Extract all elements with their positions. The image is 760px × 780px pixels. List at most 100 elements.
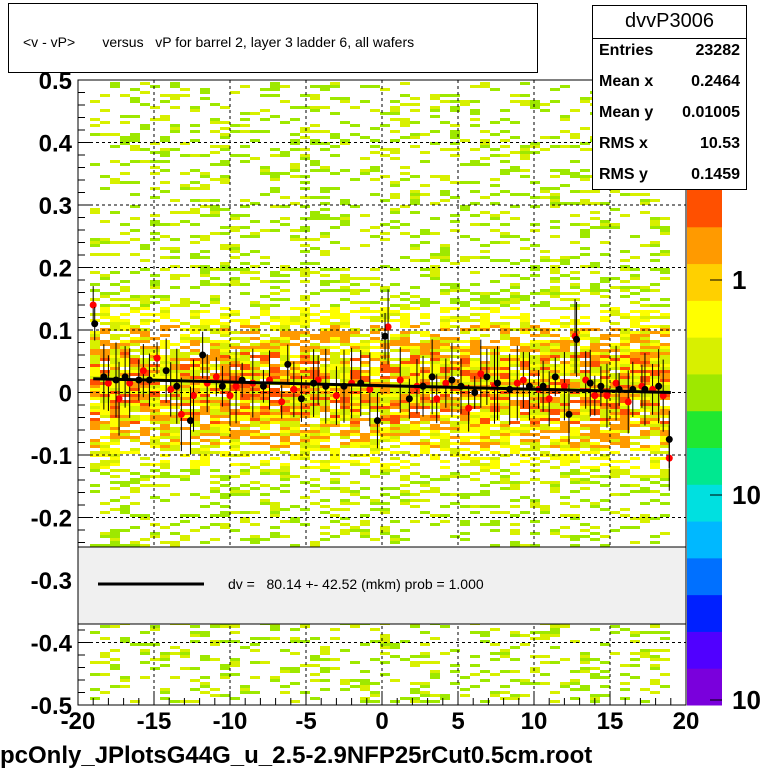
heatmap-cell — [160, 256, 170, 259]
heatmap-cell — [190, 349, 200, 352]
heatmap-cell — [440, 520, 450, 523]
heatmap-cell — [150, 385, 160, 388]
heatmap-cell — [390, 397, 400, 400]
heatmap-cell — [190, 241, 200, 244]
heatmap-cell — [110, 442, 120, 445]
heatmap-cell — [190, 256, 200, 259]
heatmap-cell — [110, 535, 120, 538]
heatmap-cell — [220, 433, 230, 436]
heatmap-cell — [90, 451, 100, 454]
heatmap-cell — [230, 319, 240, 322]
heatmap-cell — [500, 478, 510, 481]
heatmap-cell — [270, 355, 280, 358]
heatmap-cell — [210, 427, 220, 430]
heatmap-cell — [130, 370, 140, 373]
heatmap-cell — [390, 304, 400, 307]
heatmap-cell — [420, 361, 430, 364]
heatmap-cell — [640, 346, 650, 349]
heatmap-cell — [160, 346, 170, 349]
heatmap-cell — [470, 283, 480, 286]
heatmap-cell — [540, 373, 550, 376]
heatmap-cell — [310, 466, 320, 469]
heatmap-cell — [630, 193, 640, 196]
heatmap-cell — [320, 331, 330, 334]
heatmap-cell — [100, 187, 110, 190]
heatmap-cell — [370, 430, 380, 433]
heatmap-cell — [400, 298, 410, 301]
heatmap-cell — [430, 334, 440, 337]
heatmap-cell — [470, 472, 480, 475]
heatmap-cell — [520, 151, 530, 154]
color-palette — [687, 190, 722, 706]
heatmap-cell — [340, 142, 350, 145]
profile-marker — [433, 395, 441, 403]
heatmap-cell — [240, 454, 250, 457]
heatmap-cell — [230, 331, 240, 334]
heatmap-cell — [120, 343, 130, 346]
heatmap-cell — [340, 472, 350, 475]
heatmap-cell — [100, 364, 110, 367]
heatmap-cell — [470, 370, 480, 373]
heatmap-cell — [110, 241, 120, 244]
heatmap-cell — [520, 400, 530, 403]
heatmap-cell — [230, 346, 240, 349]
heatmap-cell — [430, 142, 440, 145]
heatmap-cell — [170, 493, 180, 496]
x-tick-label: 0 — [375, 708, 388, 735]
heatmap-cell — [450, 370, 460, 373]
heatmap-cell — [250, 388, 260, 391]
heatmap-cell — [190, 169, 200, 172]
heatmap-cell — [620, 295, 630, 298]
heatmap-cell — [250, 265, 260, 268]
profile-marker — [612, 379, 620, 387]
heatmap-cell — [100, 400, 110, 403]
heatmap-cell — [380, 529, 390, 532]
heatmap-cell — [170, 475, 180, 478]
z-tick-label: 10 — [732, 480, 760, 510]
heatmap-cell — [230, 280, 240, 283]
heatmap-cell — [130, 364, 140, 367]
heatmap-cell — [130, 439, 140, 442]
heatmap-cell — [490, 523, 500, 526]
heatmap-cell — [260, 394, 270, 397]
heatmap-cell — [410, 655, 420, 658]
heatmap-cell — [360, 229, 370, 232]
profile-marker — [278, 398, 286, 406]
heatmap-cell — [460, 388, 470, 391]
heatmap-cell — [290, 430, 300, 433]
heatmap-cell — [140, 457, 150, 460]
heatmap-cell — [400, 415, 410, 418]
heatmap-cell — [200, 274, 210, 277]
heatmap-cell — [480, 448, 490, 451]
heatmap-cell — [170, 127, 180, 130]
title-box: <v - vP> versus vP for barrel 2, layer 3… — [8, 3, 538, 73]
heatmap-cell — [120, 418, 130, 421]
heatmap-cell — [170, 415, 180, 418]
heatmap-cell — [460, 427, 470, 430]
heatmap-cell — [660, 331, 670, 334]
heatmap-cell — [330, 364, 340, 367]
heatmap-cell — [640, 433, 650, 436]
heatmap-cell — [140, 652, 150, 655]
heatmap-cell — [390, 433, 400, 436]
heatmap-cell — [220, 106, 230, 109]
heatmap-cell — [320, 268, 330, 271]
heatmap-cell — [620, 388, 630, 391]
heatmap-cell — [340, 679, 350, 682]
heatmap-cell — [430, 430, 440, 433]
heatmap-cell — [150, 406, 160, 409]
heatmap-cell — [430, 418, 440, 421]
heatmap-cell — [240, 319, 250, 322]
heatmap-cell — [460, 304, 470, 307]
heatmap-cell — [340, 322, 350, 325]
heatmap-cell — [620, 514, 630, 517]
heatmap-cell — [410, 424, 420, 427]
heatmap-cell — [200, 685, 210, 688]
heatmap-cell — [460, 418, 470, 421]
heatmap-cell — [100, 307, 110, 310]
heatmap-cell — [370, 127, 380, 130]
heatmap-cell — [660, 478, 670, 481]
heatmap-cell — [270, 388, 280, 391]
heatmap-cell — [630, 286, 640, 289]
heatmap-cell — [290, 457, 300, 460]
